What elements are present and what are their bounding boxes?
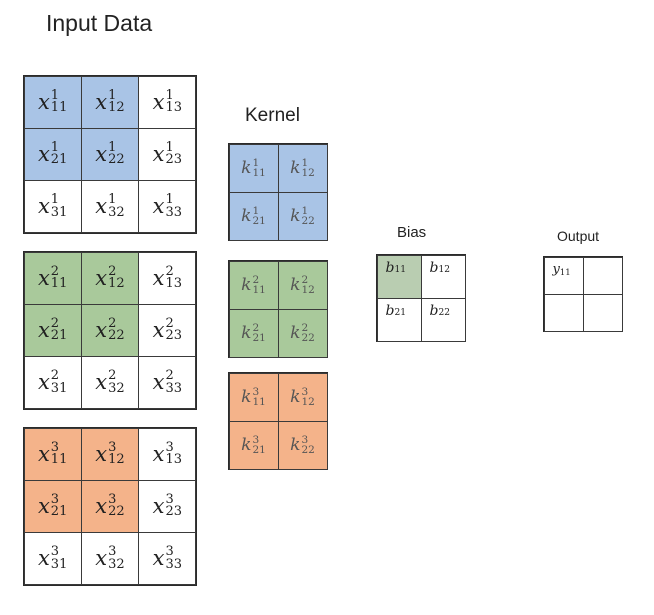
bias-cell-12: b 12 [420, 254, 466, 299]
input-1-cell-12: x 1 12 [80, 75, 140, 129]
output-grid: y 11 [543, 256, 623, 332]
kernel-2-cell-22: k 2 22 [277, 308, 328, 358]
kernel-channel-3-grid: k 3 11 k 3 12 k 3 21 k 3 22 [228, 372, 328, 470]
input-2-cell-31: x 2 31 [23, 356, 82, 410]
input-3-cell-12: x 3 12 [80, 427, 140, 481]
kernel-1-cell-12: k 1 12 [277, 143, 328, 193]
input-channel-1-grid: x 1 11 x 1 12 x 1 13 x 1 21 x 1 22 x 1 23 x 1 31 x 1 32 x 1 33 [23, 75, 197, 234]
input-1-cell-13: x 1 13 [138, 75, 197, 129]
input-2-cell-13: x 2 13 [138, 251, 197, 305]
input-1-cell-21: x 1 21 [23, 127, 82, 182]
input-2-cell-21: x 2 21 [23, 303, 82, 358]
bias-title: Bias [397, 224, 427, 241]
input-2-cell-32: x 2 32 [80, 356, 140, 410]
input-2-cell-33: x 2 33 [138, 356, 197, 410]
kernel-2-cell-12: k 2 12 [277, 260, 328, 310]
input-1-cell-23: x 1 23 [138, 127, 197, 182]
output-cell-22 [582, 293, 623, 332]
input-1-cell-33: x 1 33 [138, 180, 197, 234]
input-3-cell-33: x 3 33 [138, 532, 197, 586]
input-data-title: Input Data [46, 10, 153, 36]
kernel-3-cell-11: k 3 11 [228, 372, 279, 422]
kernel-3-cell-12: k 3 12 [277, 372, 328, 422]
kernel-2-cell-11: k 2 11 [228, 260, 279, 310]
output-cell-21 [543, 293, 584, 332]
input-3-cell-13: x 3 13 [138, 427, 197, 481]
kernel-2-cell-21: k 2 21 [228, 308, 279, 358]
kernel-channel-1-grid: k 1 11 k 1 12 k 1 21 k 1 22 [228, 143, 328, 241]
input-3-cell-32: x 3 32 [80, 532, 140, 586]
kernel-channel-2-grid: k 2 11 k 2 12 k 2 21 k 2 22 [228, 260, 328, 358]
input-channel-3-grid: x 3 11 x 3 12 x 3 13 x 3 21 x 3 22 x 3 23 x 3 31 x 3 32 x 3 33 [23, 427, 197, 586]
kernel-1-cell-11: k 1 11 [228, 143, 279, 193]
input-1-cell-22: x 1 22 [80, 127, 140, 182]
input-2-cell-22: x 2 22 [80, 303, 140, 358]
input-1-cell-31: x 1 31 [23, 180, 82, 234]
bias-cell-22: b 22 [420, 297, 466, 342]
input-2-cell-11: x 2 11 [23, 251, 82, 305]
bias-cell-21: b 21 [376, 297, 422, 342]
output-title: Output [557, 228, 600, 244]
input-3-cell-21: x 3 21 [23, 479, 82, 534]
input-1-cell-11: x 1 11 [23, 75, 82, 129]
input-3-cell-11: x 3 11 [23, 427, 82, 481]
kernel-3-cell-22: k 3 22 [277, 420, 328, 470]
kernel-1-cell-22: k 1 22 [277, 191, 328, 241]
input-3-cell-22: x 3 22 [80, 479, 140, 534]
input-channel-2-grid: x 2 11 x 2 12 x 2 13 x 2 21 x 2 22 x 2 23 x 2 31 x 2 32 x 2 33 [23, 251, 197, 410]
kernel-3-cell-21: k 3 21 [228, 420, 279, 470]
bias-grid: b 11 b 12 b 21 b 22 [376, 254, 466, 342]
kernel-1-cell-21: k 1 21 [228, 191, 279, 241]
output-cell-11: y 11 [543, 256, 584, 295]
bias-cell-11: b 11 [376, 254, 422, 299]
input-1-cell-32: x 1 32 [80, 180, 140, 234]
output-cell-12 [582, 256, 623, 295]
kernel-title: Kernel [245, 105, 300, 126]
input-3-cell-31: x 3 31 [23, 532, 82, 586]
input-2-cell-23: x 2 23 [138, 303, 197, 358]
input-2-cell-12: x 2 12 [80, 251, 140, 305]
input-3-cell-23: x 3 23 [138, 479, 197, 534]
